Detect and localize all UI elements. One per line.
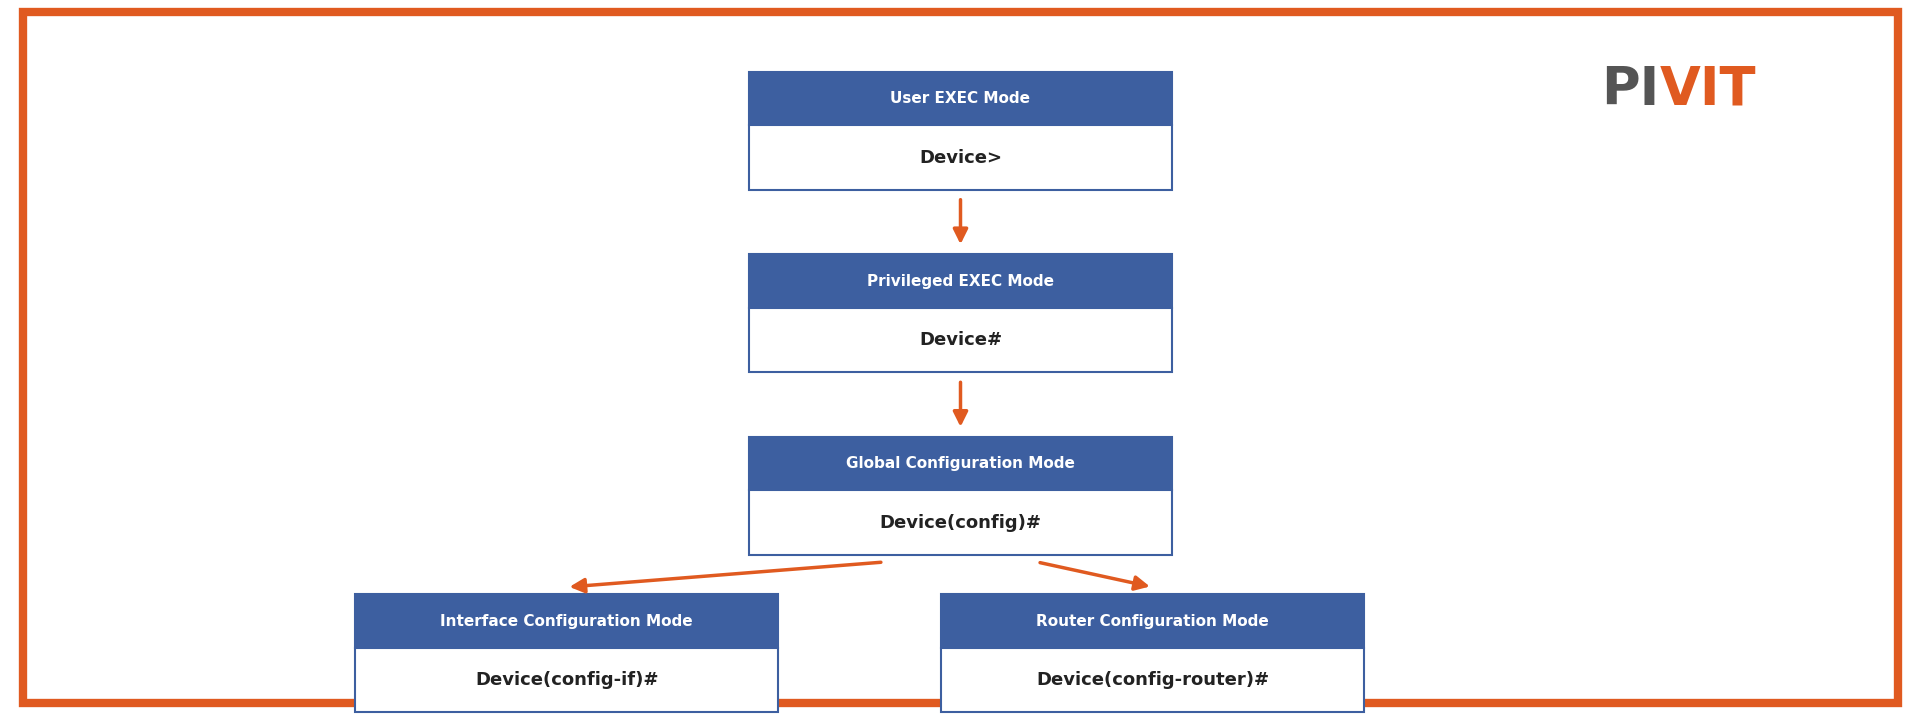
- FancyBboxPatch shape: [749, 72, 1172, 125]
- FancyBboxPatch shape: [749, 125, 1172, 190]
- Text: Device#: Device#: [918, 331, 1003, 349]
- Text: Device(config-router)#: Device(config-router)#: [1035, 671, 1270, 690]
- Text: Privileged EXEC Mode: Privileged EXEC Mode: [866, 274, 1055, 289]
- Text: PI: PI: [1602, 64, 1660, 115]
- FancyBboxPatch shape: [749, 437, 1172, 490]
- FancyBboxPatch shape: [355, 594, 778, 648]
- FancyBboxPatch shape: [749, 254, 1172, 308]
- Text: User EXEC Mode: User EXEC Mode: [891, 91, 1030, 106]
- FancyBboxPatch shape: [941, 594, 1364, 648]
- Text: Device>: Device>: [918, 148, 1003, 167]
- FancyBboxPatch shape: [749, 308, 1172, 372]
- FancyBboxPatch shape: [749, 490, 1172, 555]
- Text: Interface Configuration Mode: Interface Configuration Mode: [440, 614, 693, 629]
- FancyBboxPatch shape: [355, 648, 778, 712]
- FancyBboxPatch shape: [941, 648, 1364, 712]
- Text: Global Configuration Mode: Global Configuration Mode: [845, 456, 1076, 471]
- Text: Device(config)#: Device(config)#: [880, 513, 1041, 532]
- Text: Router Configuration Mode: Router Configuration Mode: [1035, 614, 1270, 629]
- Text: Device(config-if)#: Device(config-if)#: [474, 671, 659, 690]
- Text: VIT: VIT: [1660, 64, 1756, 115]
